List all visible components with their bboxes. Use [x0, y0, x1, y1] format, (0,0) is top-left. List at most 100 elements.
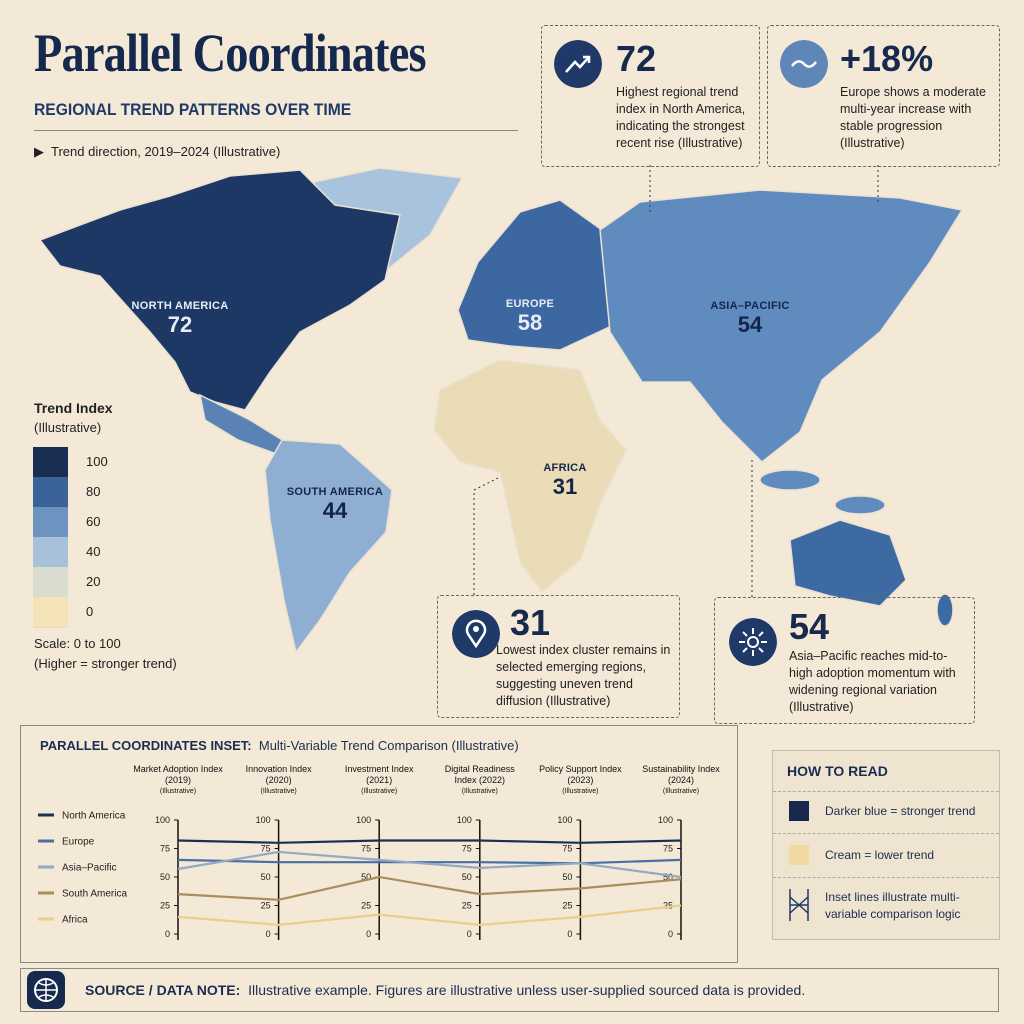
region-value: 72 [167, 312, 193, 337]
tick-label: 50 [663, 872, 673, 882]
callout-text: Lowest index cluster remains in selected… [496, 643, 671, 708]
tick-label: 75 [361, 844, 371, 854]
inset-heading: PARALLEL COORDINATES INSET: Multi-Variab… [40, 738, 519, 753]
leader [473, 477, 499, 595]
legend-scale: Scale: 0 to 100 [34, 636, 121, 651]
how-item: Inset lines illustrate multi-variable co… [825, 890, 961, 921]
tick-label: 50 [562, 872, 572, 882]
south-america [264, 439, 393, 654]
axis-title: Policy Support Index (2023) [539, 764, 622, 785]
axis-title: Investment Index (2021) [344, 764, 414, 785]
callout: 72 Highest regional trend index in North… [541, 25, 760, 167]
icon [554, 40, 602, 88]
callout-value: 31 [510, 602, 551, 643]
callout: +18% Europe shows a moderate multi-year … [767, 25, 1000, 167]
legend-label: South America [62, 889, 127, 900]
legend-swatch [33, 477, 68, 508]
footer-label: SOURCE / DATA NOTE: [85, 982, 241, 998]
how-to-read: HOW TO READ Darker blue = stronger trend… [772, 750, 1000, 940]
tick-label: 25 [361, 901, 371, 911]
region-value: 44 [322, 498, 348, 523]
tick-label: 75 [462, 844, 472, 854]
legend-subtitle: (Illustrative) [34, 420, 102, 435]
legend-label: Africa [62, 915, 88, 926]
series-line [177, 850, 682, 879]
tick-label: 25 [663, 901, 673, 911]
region-label: ASIA–PACIFIC 54 [690, 300, 810, 338]
legend-note: (Higher = stronger trend) [34, 656, 177, 671]
title: Parallel Coordinates [34, 23, 427, 83]
series-line [177, 839, 682, 844]
subtitle: REGIONAL TREND PATTERNS OVER TIME [34, 100, 352, 119]
axis-note: (Illustrative) [461, 788, 498, 795]
legend-label: North America [62, 811, 126, 822]
tick-label: 0 [266, 929, 271, 939]
series-line [177, 858, 682, 865]
legend-title: Trend Index [34, 400, 113, 416]
tick-label: 25 [160, 901, 170, 911]
region-name: EUROPE [505, 298, 555, 310]
region-name: ASIA–PACIFIC [710, 300, 790, 312]
icon [452, 610, 500, 658]
footer-text: SOURCE / DATA NOTE: Illustrative example… [85, 982, 805, 998]
callout-text: Europe shows a moderate multi-year incre… [840, 85, 986, 150]
tick-label: 75 [160, 844, 170, 854]
tick-label: 100 [457, 815, 472, 825]
legend-label: Europe [62, 837, 95, 848]
tick-label: 25 [462, 901, 472, 911]
series-line [177, 904, 682, 926]
legend-swatch [33, 597, 68, 628]
africa [433, 359, 627, 594]
legend-tick: 20 [86, 574, 101, 589]
tick-label: 100 [658, 815, 673, 825]
region-value: 31 [552, 474, 578, 499]
tick-label: 50 [160, 872, 170, 882]
legend-swatch [33, 537, 68, 568]
axis-label: Market Adoption Index (2019) (Illustrativ… [133, 764, 223, 797]
legend-swatch [33, 567, 68, 598]
tick-label: 75 [562, 844, 572, 854]
tick-label: 0 [668, 929, 673, 939]
legend-tick: 0 [86, 604, 94, 619]
tick-label: 50 [361, 872, 371, 882]
legend-tick: 60 [86, 514, 101, 529]
region-label: SOUTH AMERICA 44 [275, 486, 395, 524]
how-item: Darker blue = stronger trend [825, 804, 976, 818]
legend-tick: 100 [86, 454, 108, 469]
legend-swatch [33, 447, 68, 478]
tick-label: 100 [256, 815, 271, 825]
region-name: AFRICA [543, 462, 587, 474]
axis-title: Market Adoption Index (2019) [133, 764, 223, 785]
region-label: AFRICA 31 [505, 462, 625, 500]
island [936, 593, 954, 627]
icon [729, 618, 777, 666]
how-title: HOW TO READ [787, 763, 888, 779]
callout-value: 54 [789, 606, 830, 647]
north-america [38, 169, 401, 411]
tick-label: 0 [467, 929, 472, 939]
tick-label: 100 [155, 815, 170, 825]
tick-label: 50 [462, 872, 472, 882]
legend-tick: 40 [86, 544, 101, 559]
series-line [177, 875, 682, 901]
callout: 31 Lowest index cluster remains in selec… [437, 595, 680, 718]
callout-value: +18% [840, 38, 934, 79]
callout-value: 72 [616, 38, 657, 79]
how-item: Cream = lower trend [825, 848, 935, 862]
region-value: 58 [517, 310, 543, 335]
tick-label: 25 [562, 901, 572, 911]
callout-text: Highest regional trend index in North Am… [616, 85, 746, 150]
region-name: NORTH AMERICA [131, 300, 229, 312]
axis-label: Digital Readiness Index (2022) (Illustrat… [435, 764, 525, 797]
icon [780, 40, 828, 88]
axis-label: Innovation Index (2020) (Illustrative) [234, 764, 324, 797]
legend-label: Asia–Pacific [62, 863, 116, 874]
callout: 54 Asia–Pacific reaches mid-to-high adop… [714, 597, 975, 724]
axis-label: Sustainability Index (2024) (Illustrative… [636, 764, 726, 797]
tick-label: 100 [356, 815, 371, 825]
australia [789, 519, 907, 607]
axis-label: Investment Index (2021) (Illustrative) [334, 764, 424, 797]
